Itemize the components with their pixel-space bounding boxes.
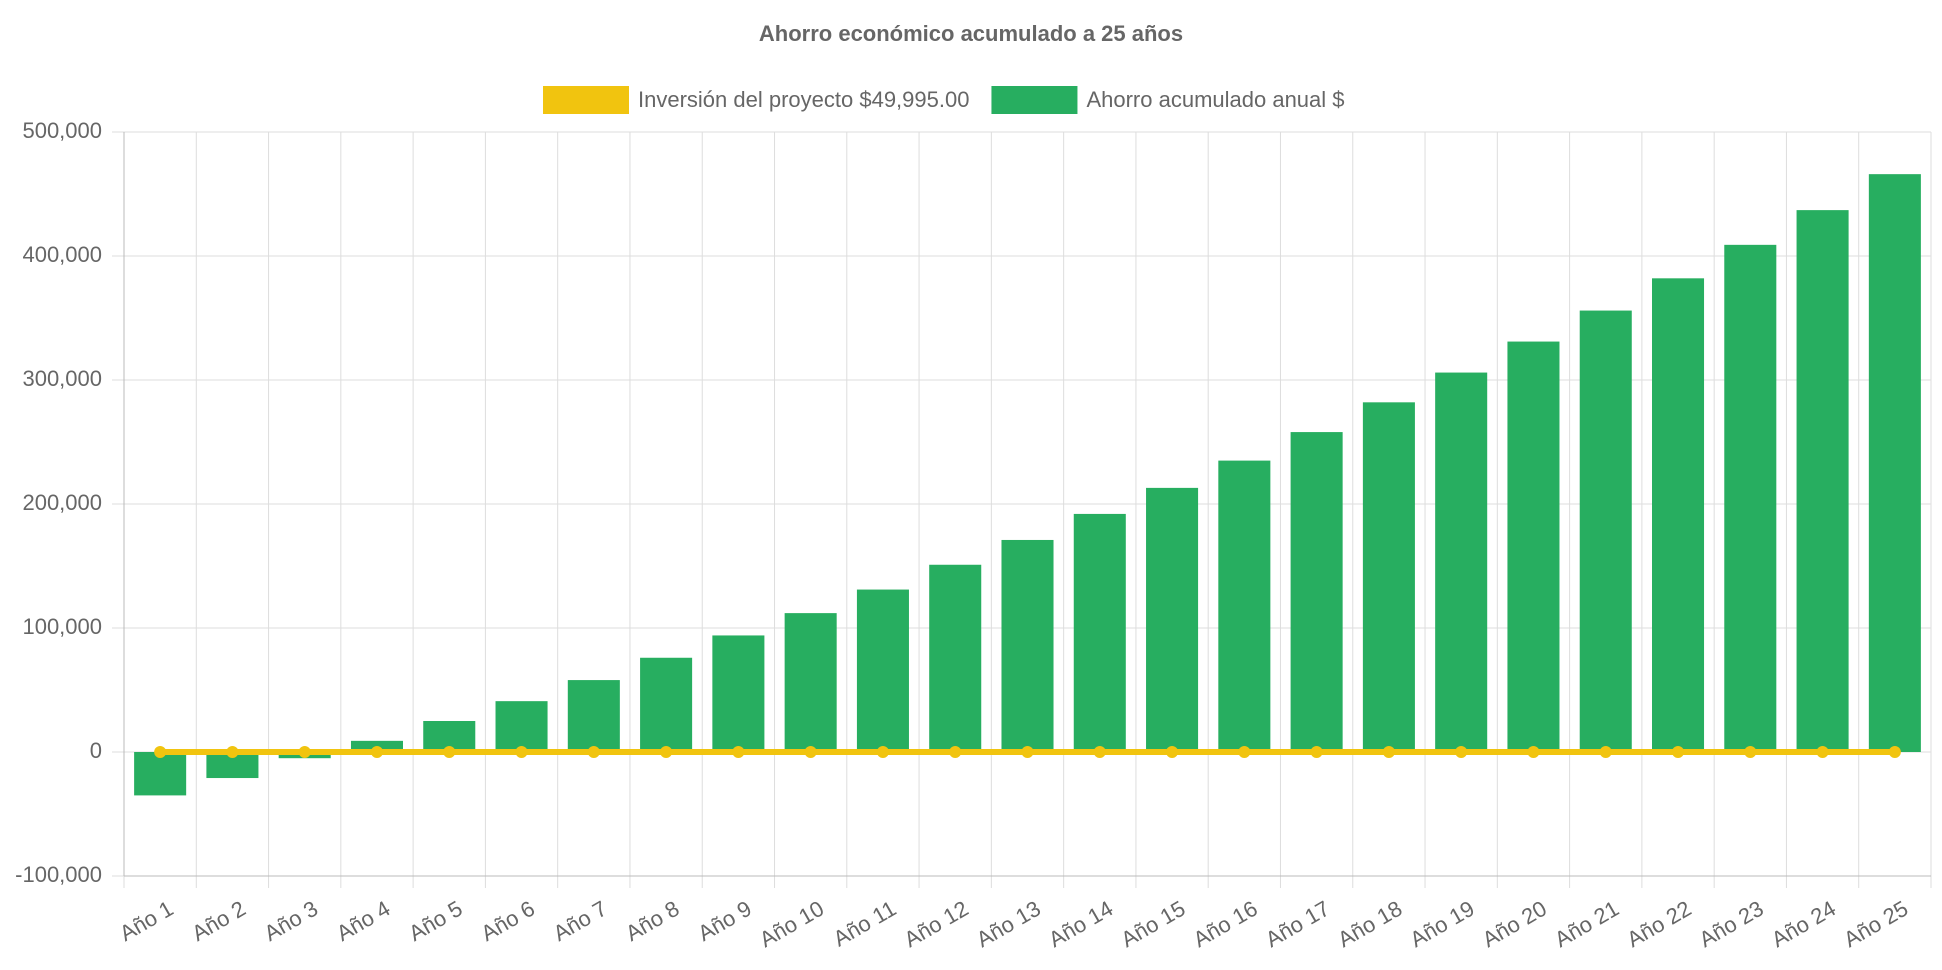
bar [856,589,909,752]
x-tick-label: Año 22 [1623,896,1696,953]
bar [1651,278,1705,752]
point [587,746,600,758]
bar [1579,310,1632,752]
bar [1146,487,1199,752]
x-tick-label: Año 1 [115,896,177,946]
x-tick-label: Año 16 [1189,896,1262,953]
bar [1507,341,1560,752]
y-tick-label: 400,000 [22,242,102,267]
y-tick-label: 500,000 [22,118,102,143]
bar [712,635,765,752]
point [1093,746,1106,758]
bar [495,701,548,752]
bar [1073,513,1126,752]
x-tick-label: Año 24 [1767,896,1840,953]
x-tick-label: Año 20 [1478,896,1551,953]
bar [1868,174,1921,752]
point [1599,746,1612,758]
bar [1724,244,1777,752]
x-tick-label: Año 4 [332,896,394,946]
y-tick-label: -100,000 [15,862,102,887]
x-tick-label: Año 10 [755,896,828,953]
x-tick-label: Año 3 [260,896,322,946]
point [732,746,745,758]
x-tick-label: Año 25 [1839,896,1912,953]
bar [929,564,982,752]
point [949,746,962,758]
point [515,746,528,758]
legend-swatch [543,86,629,114]
chart-title: Ahorro económico acumulado a 25 años [759,21,1183,46]
bar [567,680,620,752]
bar [1362,402,1415,752]
point [154,746,167,758]
x-tick-label: Año 12 [900,896,973,953]
point [876,746,889,758]
point [1455,746,1468,758]
bar [640,657,693,752]
x-tick-label: Año 14 [1044,896,1117,953]
x-tick-label: Año 15 [1117,896,1190,953]
point [1021,746,1034,758]
x-tick-label: Año 7 [549,896,611,946]
point [443,746,456,758]
x-tick-label: Año 6 [477,896,539,946]
x-tick-label: Año 21 [1550,896,1623,953]
bar [134,752,187,796]
bar [1001,539,1054,752]
y-tick-label: 200,000 [22,490,102,515]
legend-swatch [991,86,1078,114]
x-tick-label: Año 8 [621,896,683,946]
x-tick-label: Año 19 [1406,896,1479,953]
y-tick-label: 300,000 [22,366,102,391]
bar [1290,432,1343,752]
point [660,746,673,758]
bar [784,613,837,752]
x-tick-label: Año 9 [693,896,755,946]
point [1527,746,1540,758]
point [1816,746,1829,758]
point [298,746,311,758]
x-tick-label: Año 11 [829,896,900,952]
legend-label: Ahorro acumulado anual $ [1086,87,1344,112]
point [1382,746,1395,758]
x-tick-label: Año 13 [972,896,1045,953]
legend-label: Inversión del proyecto $49,995.00 [638,87,969,112]
x-tick-label: Año 23 [1695,896,1768,953]
x-tick-label: Año 18 [1333,896,1406,953]
point [1888,746,1901,758]
bar [1796,210,1849,752]
x-tick-label: Año 2 [188,896,250,946]
point [804,746,817,758]
point [1744,746,1757,758]
y-tick-label: 0 [90,738,102,763]
bar [1435,372,1488,752]
x-tick-label: Año 5 [404,896,466,946]
x-tick-label: Año 17 [1261,896,1334,953]
point [1166,746,1179,758]
y-tick-label: 100,000 [22,614,102,639]
point [1238,746,1251,758]
point [226,746,239,758]
bar [1218,460,1271,752]
point [1310,746,1323,758]
point [1672,746,1685,758]
point [370,746,383,758]
